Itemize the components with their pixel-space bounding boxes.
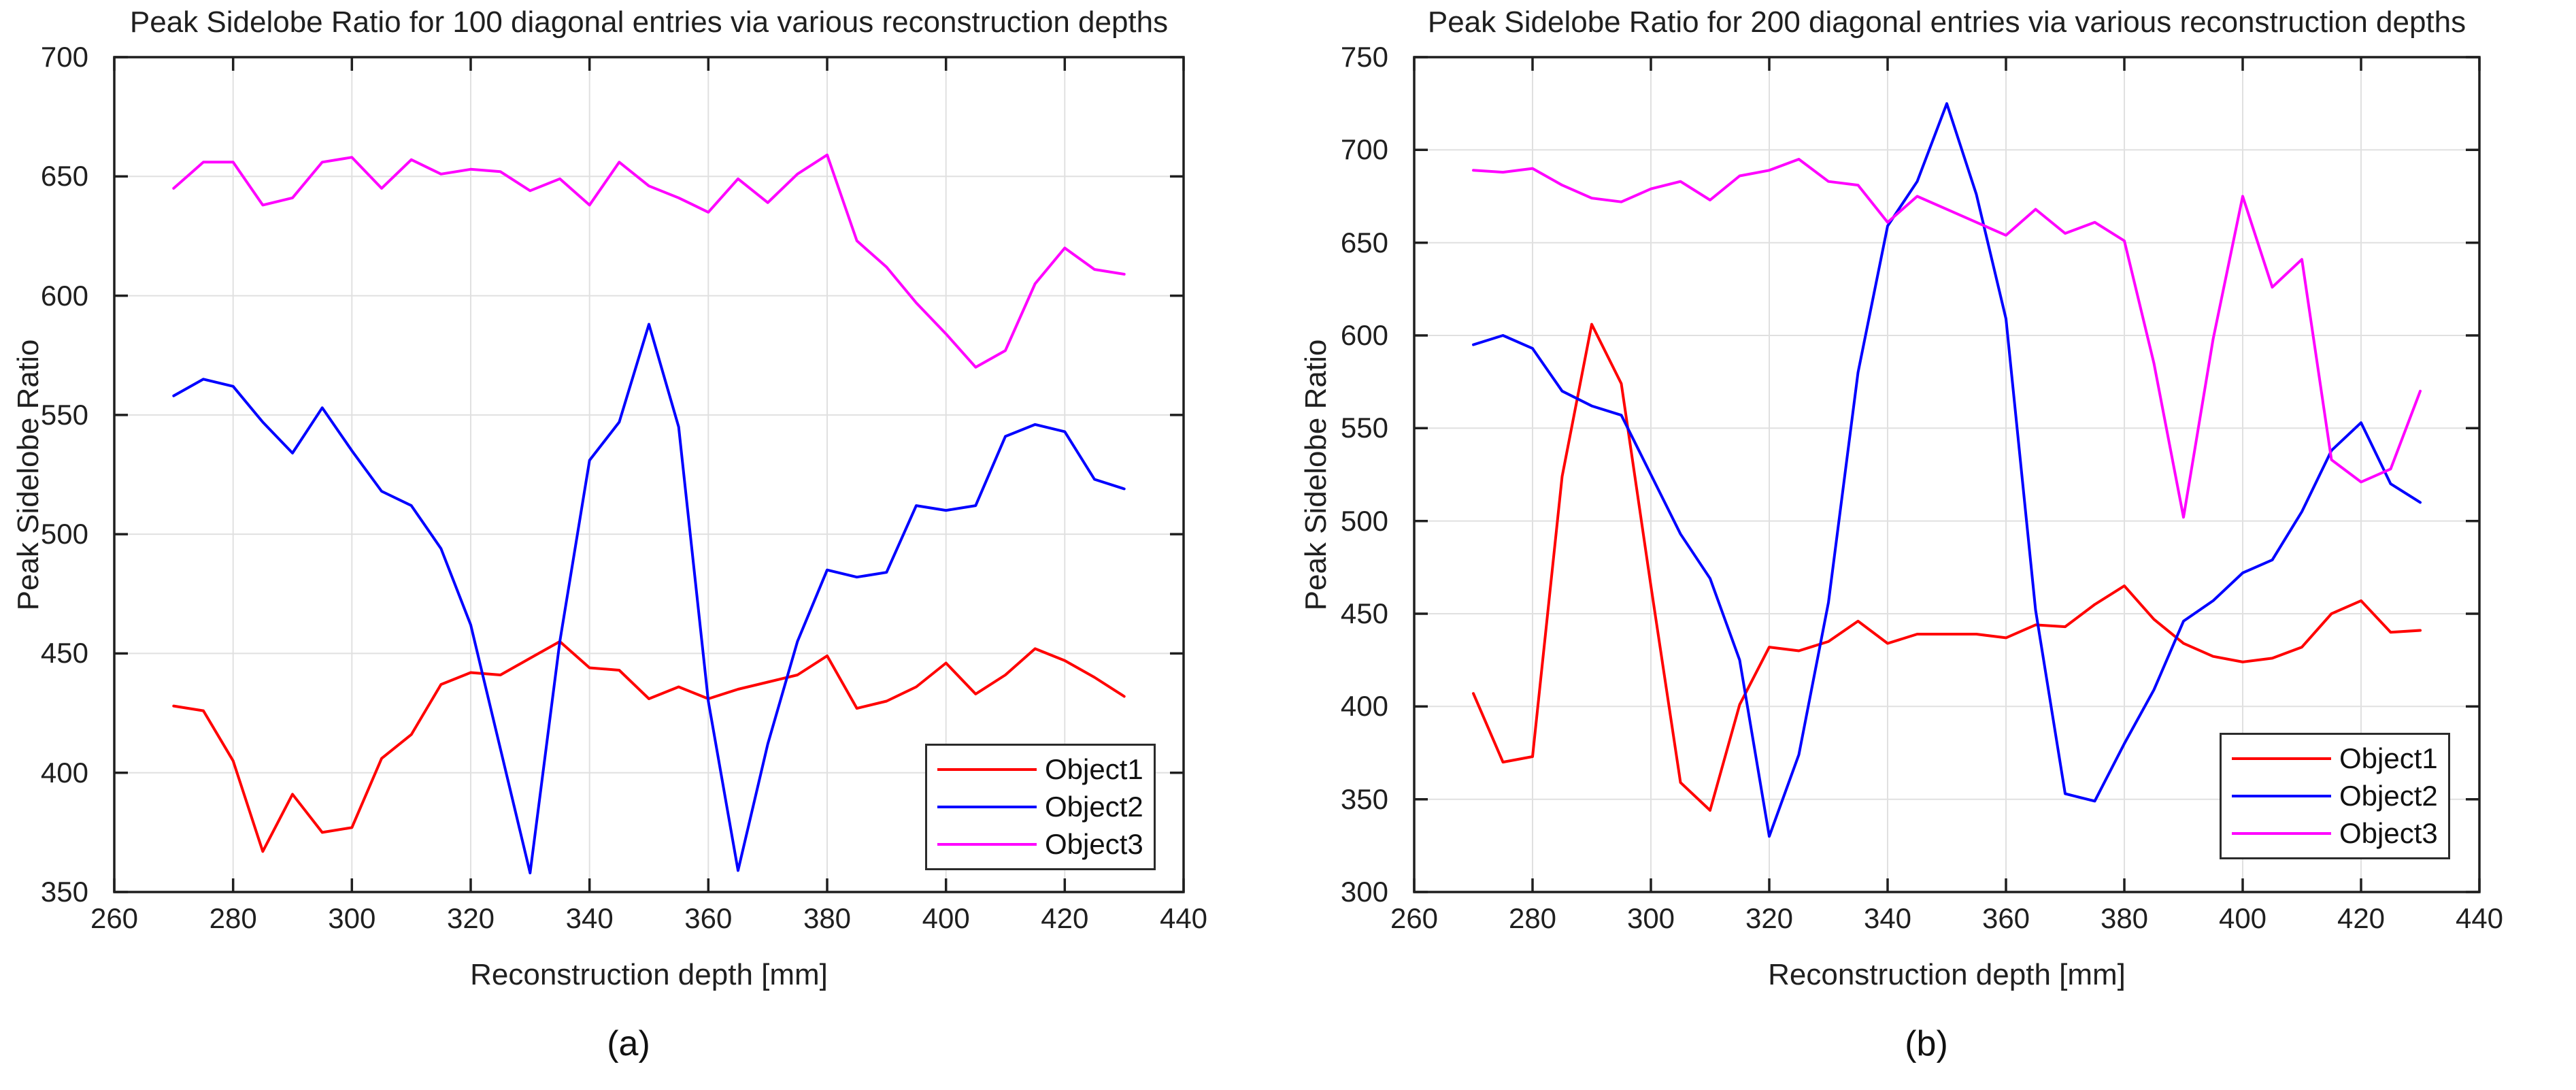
series-line-object3 bbox=[172, 153, 1126, 369]
x-tick-label: 320 bbox=[1745, 902, 1794, 934]
x-tick-label: 440 bbox=[2455, 902, 2504, 934]
x-axis-label-b: Reconstruction depth [mm] bbox=[1768, 958, 2126, 991]
legend-label: Object2 bbox=[2339, 780, 2438, 812]
legend-label: Object1 bbox=[1045, 753, 1143, 785]
x-tick-label: 280 bbox=[209, 902, 257, 934]
y-tick-label: 650 bbox=[40, 160, 88, 193]
y-tick-label: 600 bbox=[40, 279, 88, 312]
y-axis-label-b: Peak Sidelobe Ratio bbox=[1299, 339, 1333, 610]
x-tick-label: 300 bbox=[1626, 902, 1675, 934]
chart-title-a: Peak Sidelobe Ratio for 100 diagonal ent… bbox=[129, 5, 1169, 39]
x-tick-label: 320 bbox=[446, 902, 495, 934]
x-tick-label: 360 bbox=[684, 902, 733, 934]
legend-line-sample bbox=[2232, 832, 2331, 835]
legend-line-sample bbox=[937, 806, 1037, 808]
series-line-object3 bbox=[1472, 158, 2422, 519]
x-tick-label: 380 bbox=[803, 902, 852, 934]
x-tick-label: 420 bbox=[1041, 902, 1089, 934]
y-tick-label: 650 bbox=[1340, 226, 1388, 259]
x-tick-label: 400 bbox=[2218, 902, 2267, 934]
legend-entry-object2: Object2 bbox=[2222, 780, 2448, 812]
legend-entry-object1: Object1 bbox=[2222, 742, 2448, 775]
caption-a: (a) bbox=[607, 1024, 650, 1063]
series-line-object1 bbox=[172, 640, 1126, 853]
series-line-object1 bbox=[1472, 323, 2422, 812]
y-tick-label: 550 bbox=[40, 398, 88, 431]
y-tick-label: 350 bbox=[40, 876, 88, 908]
y-tick-label: 450 bbox=[40, 637, 88, 670]
legend-b: Object1 Object2 Object3 bbox=[2220, 733, 2450, 859]
plot-area-a bbox=[113, 56, 1185, 893]
x-tick-label: 280 bbox=[1508, 902, 1557, 934]
caption-b: (b) bbox=[1905, 1024, 1948, 1063]
legend-entry-object3: Object3 bbox=[2222, 817, 2448, 850]
chart-panel-b: Peak Sidelobe Ratio for 200 diagonal ent… bbox=[1288, 0, 2576, 1090]
legend-label: Object1 bbox=[2339, 742, 2438, 774]
y-tick-label: 700 bbox=[1340, 133, 1388, 166]
chart-title-b: Peak Sidelobe Ratio for 200 diagonal ent… bbox=[1427, 5, 2466, 39]
y-axis-label-a: Peak Sidelobe Ratio bbox=[12, 339, 45, 610]
x-tick-label: 260 bbox=[90, 902, 139, 934]
y-tick-label: 450 bbox=[1340, 597, 1388, 629]
axes-border bbox=[1413, 56, 2481, 893]
legend-label: Object3 bbox=[1045, 828, 1143, 860]
x-tick-label: 440 bbox=[1159, 902, 1208, 934]
y-tick-label: 400 bbox=[40, 756, 88, 789]
y-tick-label: 600 bbox=[1340, 319, 1388, 351]
y-tick-label: 400 bbox=[1340, 690, 1388, 723]
legend-line-sample bbox=[937, 843, 1037, 846]
y-tick-label: 300 bbox=[1340, 876, 1388, 908]
y-tick-label: 350 bbox=[1340, 782, 1388, 815]
x-tick-label: 420 bbox=[2337, 902, 2386, 934]
x-axis-label-a: Reconstruction depth [mm] bbox=[470, 958, 828, 991]
y-tick-label: 700 bbox=[40, 41, 88, 73]
y-tick-label: 550 bbox=[1340, 412, 1388, 444]
x-tick-label: 380 bbox=[2100, 902, 2149, 934]
legend-label: Object3 bbox=[2339, 817, 2438, 849]
y-tick-label: 750 bbox=[1340, 41, 1388, 73]
y-tick-label: 500 bbox=[1340, 504, 1388, 537]
legend-entry-object1: Object1 bbox=[927, 753, 1154, 786]
legend-line-sample bbox=[937, 768, 1037, 771]
legend-a: Object1 Object2 Object3 bbox=[925, 744, 1156, 870]
x-tick-label: 260 bbox=[1390, 902, 1439, 934]
y-tick-label: 500 bbox=[40, 518, 88, 550]
x-tick-label: 340 bbox=[1863, 902, 1912, 934]
legend-label: Object2 bbox=[1045, 791, 1143, 823]
x-tick-label: 360 bbox=[1981, 902, 2030, 934]
series-line-object2 bbox=[1472, 102, 2422, 838]
x-tick-label: 400 bbox=[922, 902, 970, 934]
chart-panel-a: Peak Sidelobe Ratio for 100 diagonal ent… bbox=[12, 5, 1208, 1063]
series-line-object2 bbox=[172, 323, 1126, 874]
legend-entry-object3: Object3 bbox=[927, 828, 1154, 861]
x-tick-label: 300 bbox=[328, 902, 376, 934]
axes-border bbox=[113, 56, 1185, 893]
x-tick-label: 340 bbox=[565, 902, 614, 934]
legend-entry-object2: Object2 bbox=[927, 791, 1154, 823]
legend-line-sample bbox=[2232, 757, 2331, 760]
legend-line-sample bbox=[2232, 795, 2331, 797]
